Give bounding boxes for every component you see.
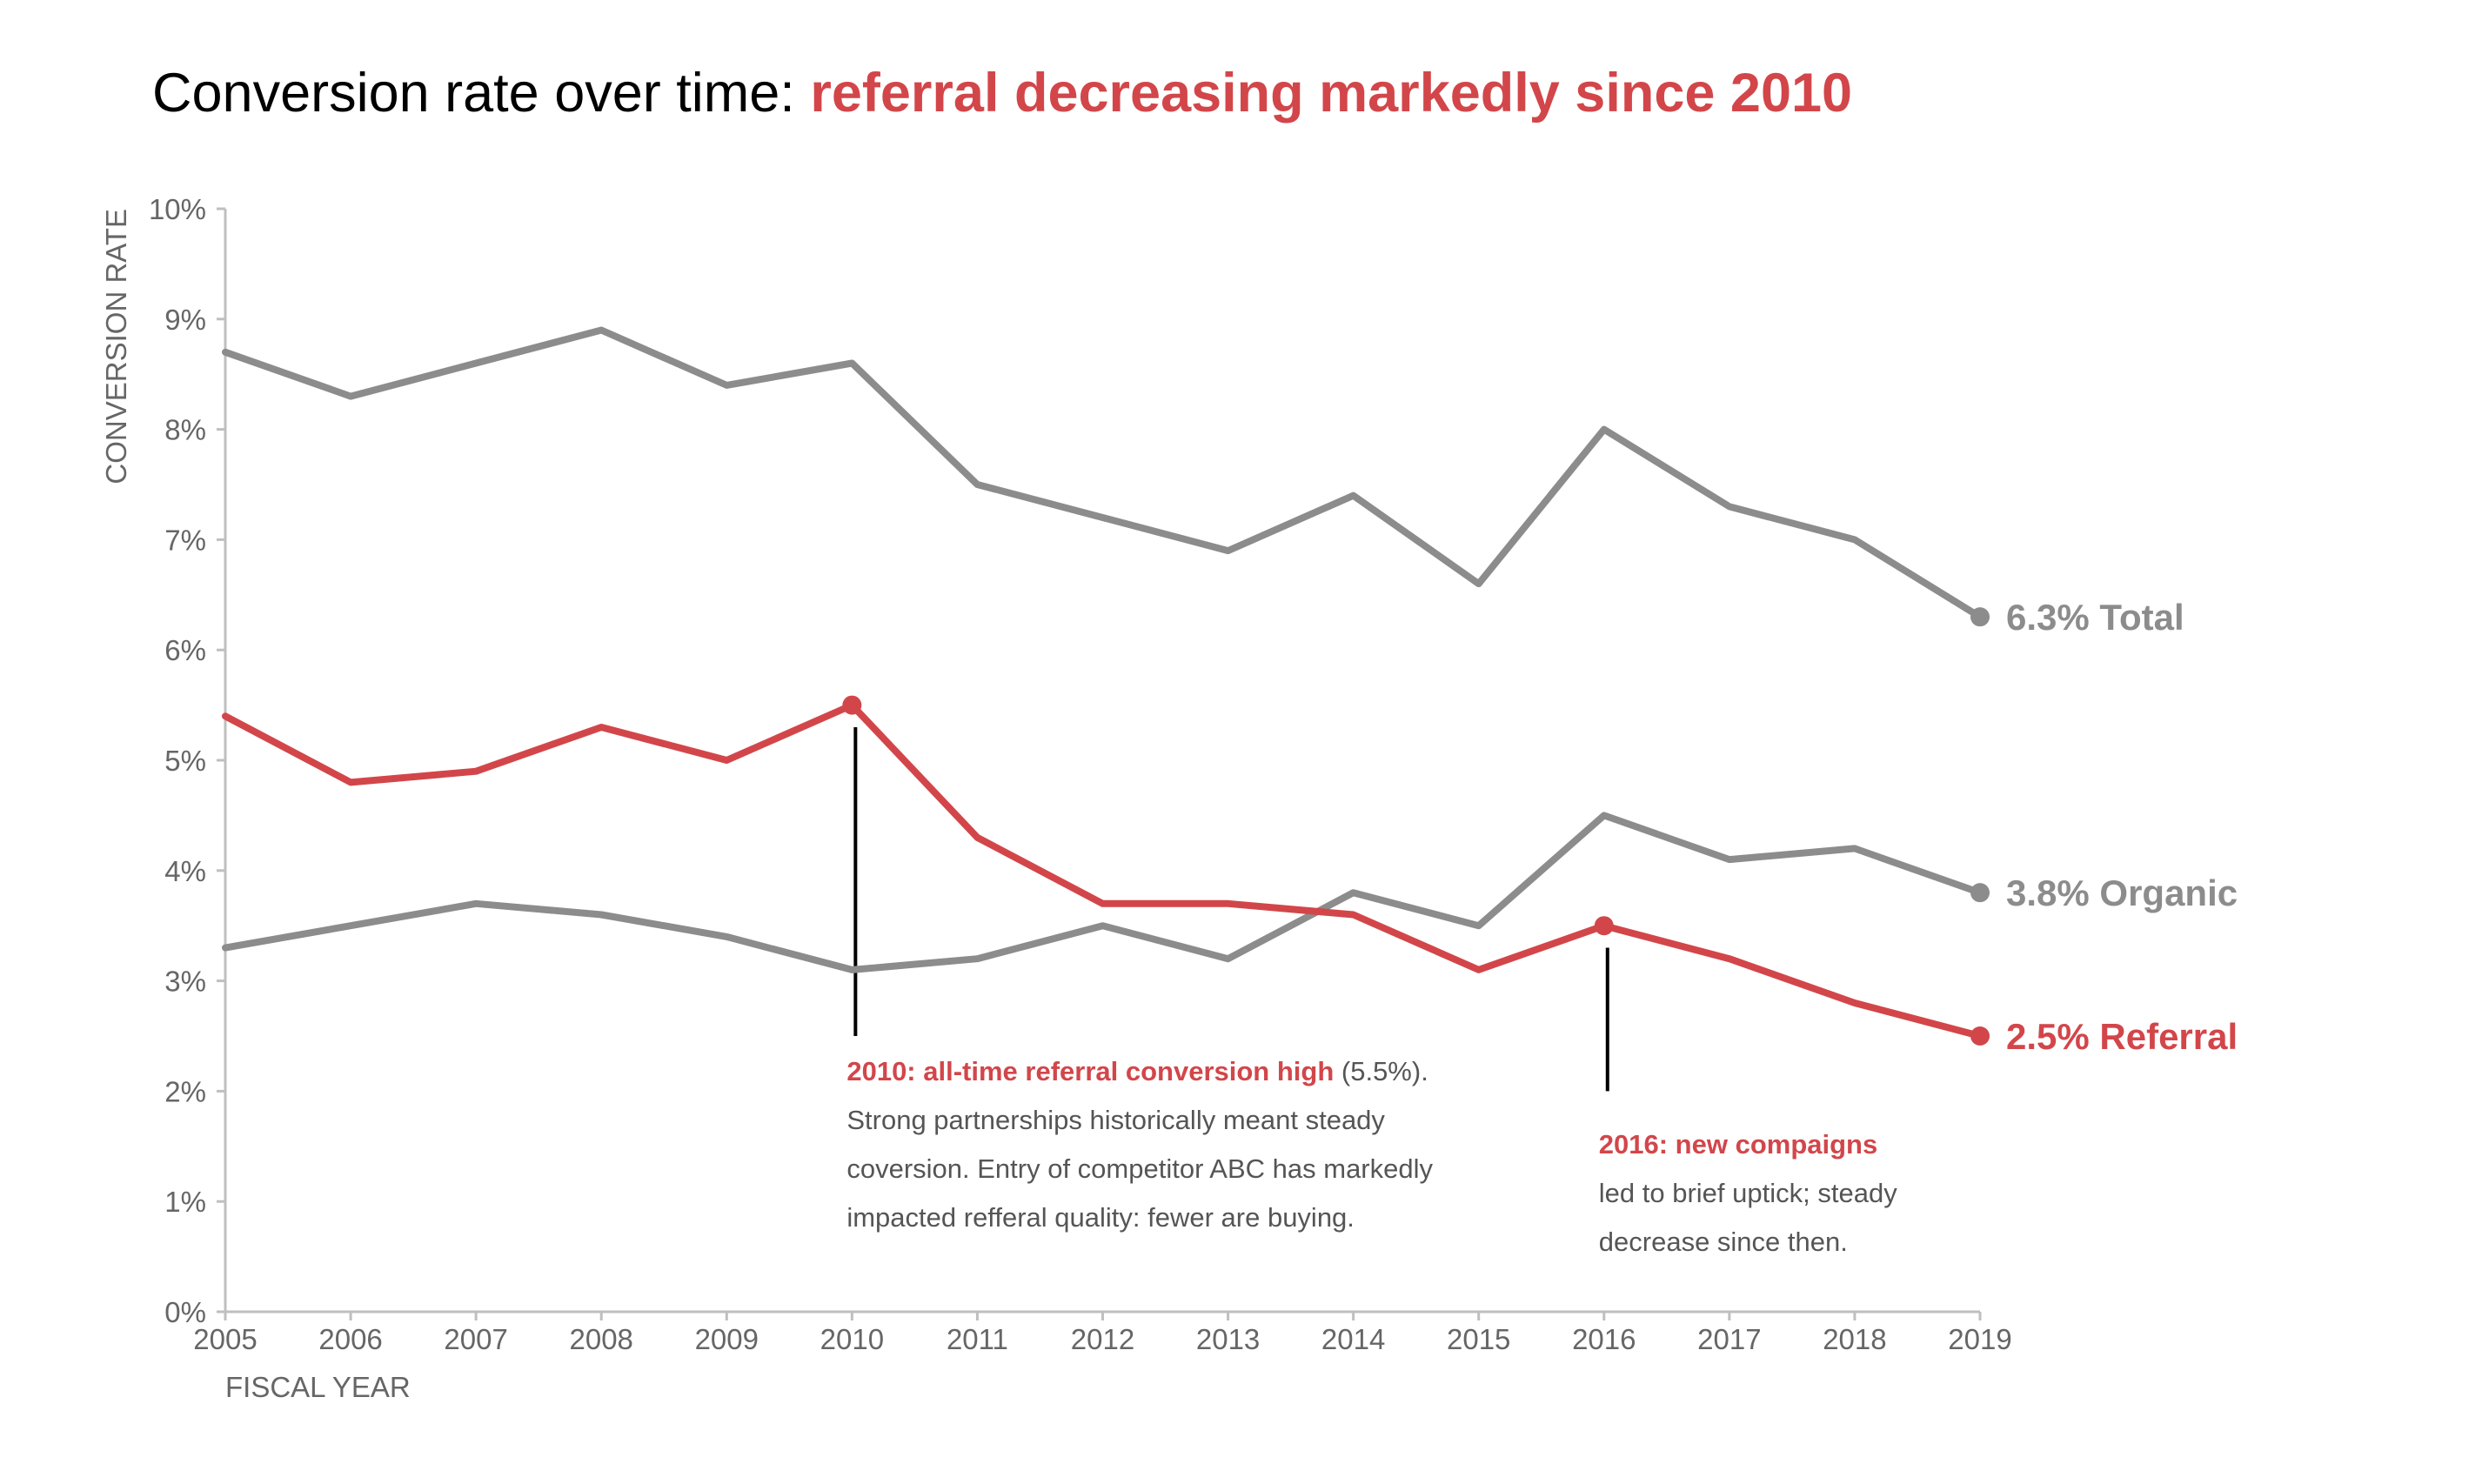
axes: 0% 1% 2% 3% 4% 5% 6% 7% 8% 9% 10% 2005 2006 2007 2008 2…	[100, 193, 2012, 1403]
series-end-label-total: 6.3% Total	[2006, 597, 2184, 638]
series-point-referral	[1970, 1026, 1990, 1046]
series-line-referral	[222, 701, 1984, 1039]
y-tick-label: 6%	[164, 634, 206, 666]
y-tick-label: 9%	[164, 304, 206, 336]
y-tick-label: 4%	[164, 855, 206, 887]
x-tick-label: 2019	[1948, 1323, 2011, 1355]
x-tick-label: 2005	[193, 1323, 257, 1355]
chart-title: Conversion rate over time: referral decr…	[152, 63, 1852, 124]
series-point-referral	[1594, 916, 1614, 936]
annotation-line: Strong partnerships historically meant s…	[846, 1105, 1385, 1135]
series-end-label-organic: 3.8% Organic	[2006, 872, 2238, 913]
series-point-total	[1970, 607, 1990, 627]
y-tick-label: 3%	[164, 966, 206, 998]
annotation-line: decrease since then.	[1599, 1227, 1848, 1257]
annotation-heading-strong: 2016: new compaigns	[1599, 1129, 1877, 1160]
y-tick-label: 0%	[164, 1296, 206, 1328]
y-tick-label: 2%	[164, 1075, 206, 1107]
series-line-total	[222, 326, 1984, 621]
annotation-line: led to brief uptick; steady	[1599, 1178, 1897, 1208]
x-tick-label: 2014	[1321, 1323, 1385, 1355]
series-line-organic	[222, 812, 1984, 973]
annotation-heading: 2016: new compaigns	[1599, 1129, 1877, 1160]
annotations-layer: 2010: all-time referral conversion high …	[846, 1056, 1897, 1257]
annotation-heading-suffix: (5.5%).	[1334, 1056, 1428, 1086]
y-tick-label: 5%	[164, 745, 206, 777]
x-tick-label: 2008	[570, 1323, 633, 1355]
annotation-line: coversion. Entry of competitor ABC has m…	[846, 1153, 1433, 1184]
x-tick-label: 2016	[1572, 1323, 1636, 1355]
x-tick-label: 2018	[1823, 1323, 1886, 1355]
x-tick-label: 2017	[1697, 1323, 1761, 1355]
x-tick-label: 2013	[1196, 1323, 1260, 1355]
x-axis-title: FISCAL YEAR	[225, 1371, 411, 1403]
annotation-lines	[853, 726, 1609, 1092]
y-tick-label: 1%	[164, 1186, 206, 1218]
y-axis-title: CONVERSION RATE	[100, 209, 132, 485]
annotation-heading: 2010: all-time referral conversion high …	[846, 1056, 1428, 1086]
title-highlight: referral decreasing markedly since 2010	[810, 63, 1852, 124]
series-end-label-referral: 2.5% Referral	[2006, 1016, 2238, 1057]
title-prefix: Conversion rate over time:	[152, 63, 810, 124]
x-tick-label: 2009	[695, 1323, 759, 1355]
y-tick-label: 10%	[149, 193, 206, 225]
x-tick-label: 2012	[1071, 1323, 1134, 1355]
y-tick-label: 8%	[164, 414, 206, 446]
x-tick-label: 2006	[318, 1323, 382, 1355]
annotation-heading-strong: 2010: all-time referral conversion high	[846, 1056, 1334, 1086]
x-tick-label: 2011	[947, 1323, 1008, 1355]
y-tick-label: 7%	[164, 524, 206, 556]
series-point-organic	[1970, 883, 1990, 903]
series-layer: 6.3% Total 3.8% Organic 2.5% Referral	[222, 326, 2238, 1057]
x-tick-label: 2015	[1447, 1323, 1510, 1355]
x-tick-label: 2010	[820, 1323, 884, 1355]
x-tick-label: 2007	[444, 1323, 507, 1355]
series-point-referral	[842, 695, 862, 715]
annotation-line: impacted refferal quality: fewer are buy…	[846, 1202, 1355, 1233]
